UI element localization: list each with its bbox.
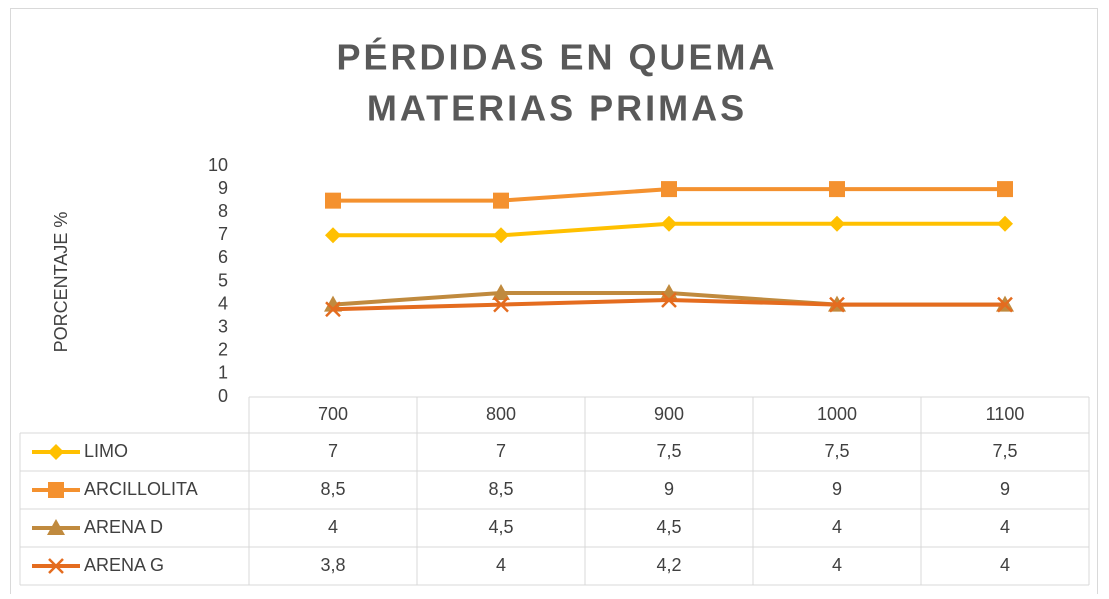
marker <box>997 181 1013 198</box>
table-value: 4 <box>1000 517 1010 537</box>
y-tick-label: 3 <box>218 316 228 336</box>
table-value: 4 <box>1000 555 1010 575</box>
marker <box>661 292 677 308</box>
marker <box>661 215 677 232</box>
x-tick-label: 1000 <box>817 404 857 424</box>
y-tick-label: 8 <box>218 201 228 221</box>
table-value: 8,5 <box>488 479 513 499</box>
marker <box>829 215 845 232</box>
table-value: 7,5 <box>824 441 849 461</box>
table-value: 4 <box>328 517 338 537</box>
table-value: 7 <box>496 441 506 461</box>
marker <box>997 215 1013 232</box>
marker <box>997 296 1013 313</box>
y-tick-label: 9 <box>218 178 228 198</box>
marker <box>661 181 677 198</box>
x-tick-label: 700 <box>318 404 348 424</box>
marker <box>493 296 509 313</box>
legend-label: LIMO <box>84 441 128 461</box>
marker <box>493 227 509 244</box>
x-tick-label: 1100 <box>986 404 1025 424</box>
marker <box>48 482 64 498</box>
table-value: 4,5 <box>656 517 681 537</box>
y-tick-label: 6 <box>218 247 228 267</box>
marker <box>325 192 341 209</box>
marker <box>48 444 64 460</box>
table-value: 9 <box>1000 479 1010 499</box>
table-value: 4,2 <box>656 555 681 575</box>
legend-label: ARENA G <box>84 555 164 575</box>
table-value: 3,8 <box>320 555 345 575</box>
marker <box>493 192 509 209</box>
table-value: 4 <box>832 555 842 575</box>
chart-title: MATERIAS PRIMAS <box>367 88 747 129</box>
marker <box>492 284 510 301</box>
y-tick-label: 5 <box>218 270 228 290</box>
marker <box>829 296 845 313</box>
marker <box>48 558 64 574</box>
y-tick-label: 2 <box>218 340 228 360</box>
y-axis-label: PORCENTAJE % <box>51 212 71 353</box>
marker <box>325 227 341 244</box>
table-value: 4 <box>832 517 842 537</box>
marker <box>325 301 341 318</box>
y-tick-label: 7 <box>218 224 228 244</box>
y-tick-label: 1 <box>218 363 228 383</box>
y-tick-label: 10 <box>208 155 228 175</box>
table-value: 9 <box>832 479 842 499</box>
legend-label: ARENA D <box>84 517 163 537</box>
table-value: 4 <box>496 555 506 575</box>
y-tick-label: 4 <box>218 293 228 313</box>
table-value: 4,5 <box>488 517 513 537</box>
x-tick-label: 800 <box>486 404 516 424</box>
table-value: 7,5 <box>656 441 681 461</box>
y-tick-label: 0 <box>218 386 228 406</box>
chart-title: PÉRDIDAS EN QUEMA <box>336 37 777 78</box>
x-tick-label: 900 <box>654 404 684 424</box>
table-value: 7,5 <box>992 441 1017 461</box>
marker <box>47 519 65 535</box>
legend-label: ARCILLOLITA <box>84 479 198 499</box>
table-value: 9 <box>664 479 674 499</box>
marker <box>829 181 845 198</box>
table-value: 7 <box>328 441 338 461</box>
table-value: 8,5 <box>320 479 345 499</box>
